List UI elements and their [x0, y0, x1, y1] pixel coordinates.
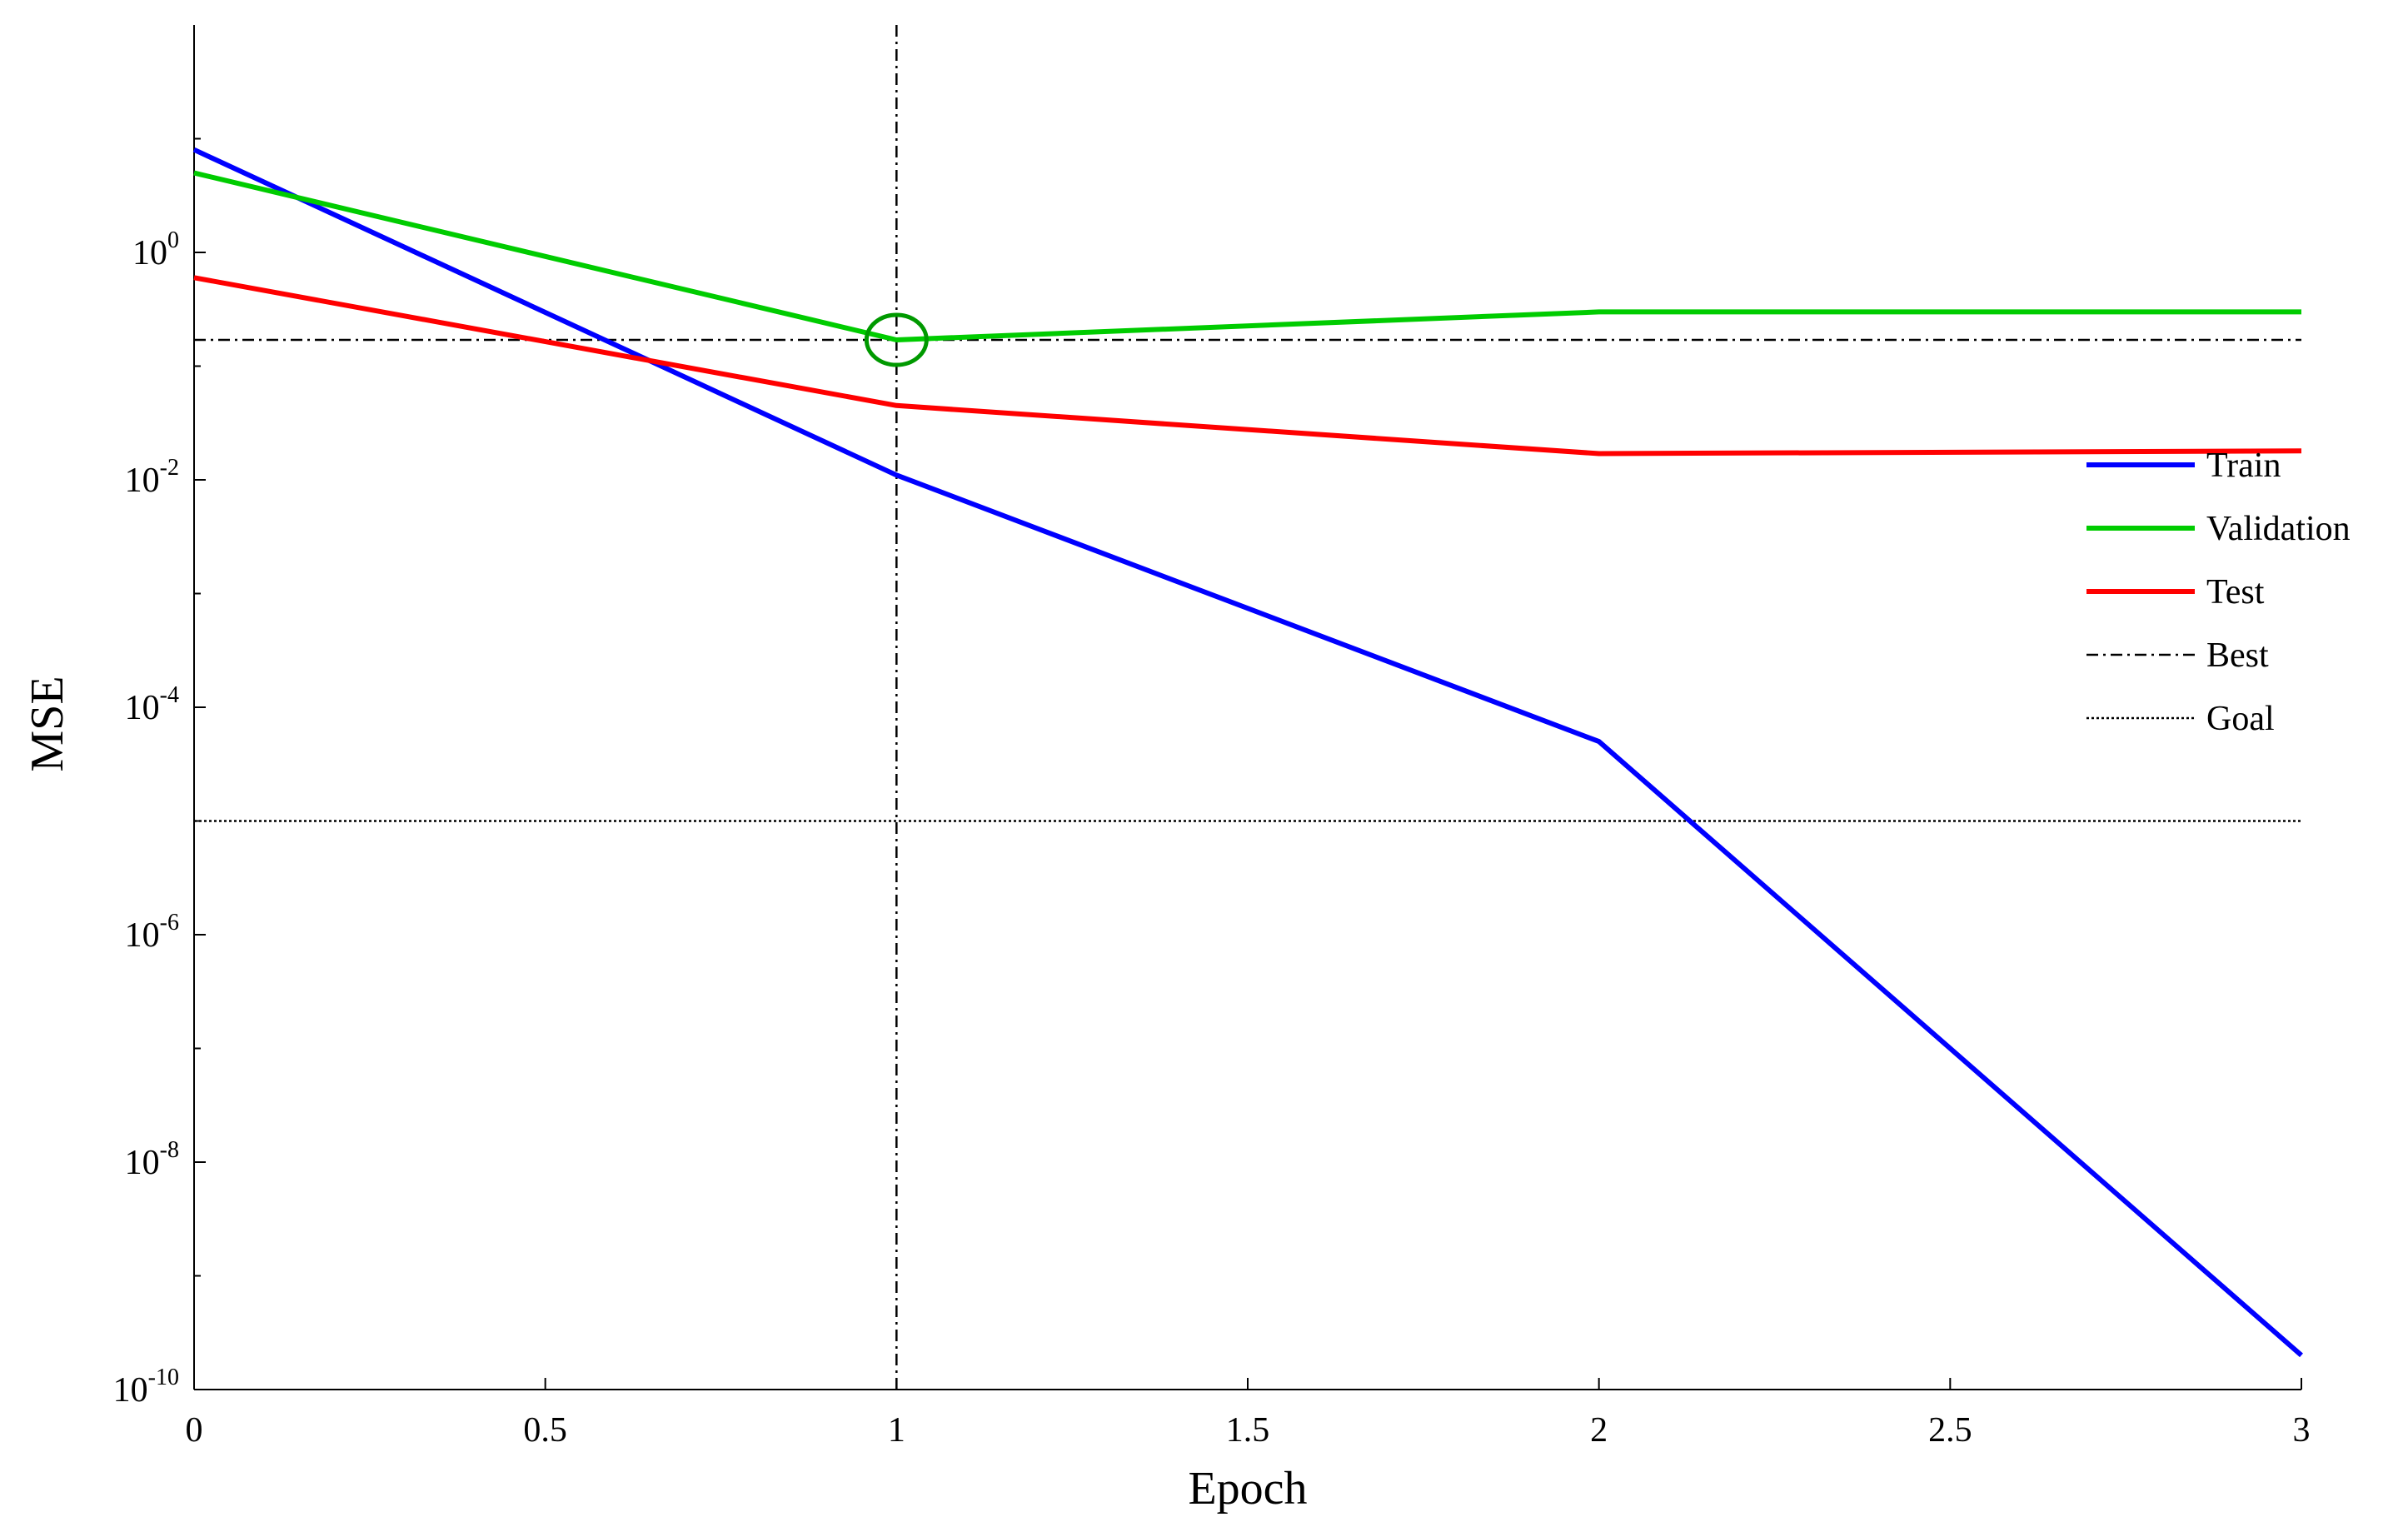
legend-label-train: Train [2206, 447, 2281, 485]
y-tick-label: 10-4 [125, 682, 179, 727]
x-tick-label: 2 [1590, 1411, 1608, 1450]
legend-label-validation: Validation [2206, 510, 2351, 548]
x-tick-label: 2.5 [1928, 1411, 1972, 1450]
legend-label-goal: Goal [2206, 700, 2275, 738]
x-tick-label: 0.5 [523, 1411, 567, 1450]
y-tick-label: 100 [132, 227, 179, 272]
y-tick-label: 10-2 [125, 455, 179, 500]
train-series-line [192, 147, 2303, 1358]
legend-label-best: Best [2206, 636, 2269, 675]
y-tick-label: 10-8 [125, 1137, 179, 1182]
x-axis-title: Epoch [1188, 1463, 1307, 1515]
y-tick-label: 10-10 [113, 1365, 179, 1410]
test-series-line [193, 275, 2302, 457]
x-tick-label: 0 [186, 1411, 203, 1450]
legend-label-test: Test [2206, 573, 2265, 611]
x-tick-label: 1.5 [1226, 1411, 1270, 1450]
x-tick-label: 3 [2293, 1411, 2311, 1450]
x-tick-label: 1 [888, 1411, 905, 1450]
best-epoch-marker [864, 312, 929, 367]
y-tick-label: 10-6 [125, 910, 179, 955]
y-axis-title: MSE [22, 676, 73, 771]
validation-series-line [193, 170, 2301, 342]
